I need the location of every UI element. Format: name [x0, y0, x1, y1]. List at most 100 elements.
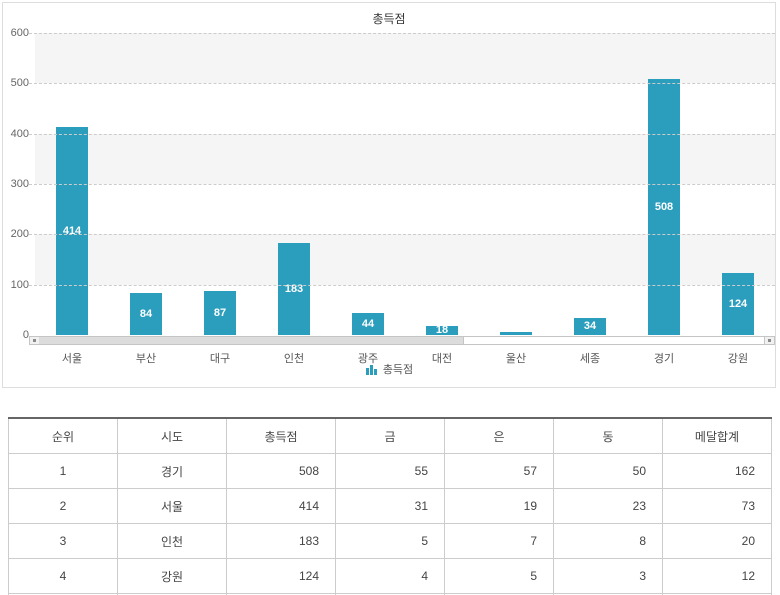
y-tick-label: 300: [10, 178, 29, 190]
scrollbar-thumb[interactable]: [39, 337, 464, 344]
scrollbar-right-arrow-icon: [768, 339, 771, 342]
gridline: [29, 33, 775, 34]
bar-slot: 44: [331, 33, 405, 335]
table-header-cell: 시도: [117, 417, 227, 454]
table-row: 2 서울 414 31 19 23 73: [8, 488, 772, 524]
chart-panel: 총득점 414 84 87 183 44 18 34 508 124 0 100 200 300 400…: [2, 2, 776, 388]
bar[interactable]: 414: [56, 126, 88, 335]
table-cell: 55: [335, 453, 445, 489]
table-cell: 4: [335, 558, 445, 594]
x-tick-label: 세종: [579, 353, 601, 365]
bar[interactable]: 84: [130, 292, 162, 335]
table-cell: 414: [226, 488, 336, 524]
table-header-cell: 금: [335, 417, 445, 454]
scrollbar-right-button[interactable]: [764, 337, 774, 344]
bar-value-label: 414: [62, 224, 82, 237]
bar-slot: 34: [553, 33, 627, 335]
bar-value-label: 124: [728, 297, 748, 310]
x-tick-label: 대구: [209, 353, 231, 365]
plot-band: [35, 33, 775, 84]
x-tick-label: 울산: [505, 353, 527, 365]
bar-slot: 508: [627, 33, 701, 335]
bar-slot: 18: [405, 33, 479, 336]
table-cell: 경기: [117, 453, 227, 489]
table-cell: 57: [444, 453, 554, 489]
table-cell: 5: [335, 523, 445, 559]
bar[interactable]: 44: [352, 312, 384, 335]
table-cell: 3: [553, 558, 663, 594]
table-cell: 인천: [117, 523, 227, 559]
table-cell: 강원: [117, 558, 227, 594]
bar[interactable]: 34: [574, 317, 606, 335]
chart-title: 총득점: [372, 12, 406, 26]
table-cell: 73: [662, 488, 772, 524]
legend-label: 총득점: [382, 364, 414, 376]
y-tick-label: 0: [22, 329, 29, 341]
x-tick-label: 부산: [135, 353, 157, 365]
bar[interactable]: 183: [278, 242, 310, 335]
table-cell: 31: [335, 488, 445, 524]
y-tick-label: 400: [10, 127, 29, 140]
table-row: 4 강원 124 4 5 3 12: [8, 558, 772, 594]
table-row: 1 경기 508 55 57 50 162: [8, 453, 772, 489]
medal-table: 순위 시도 총득점 금 은 동 메달합계 1 경기 508 55 57 50 162 2 서울 414 31 19…: [8, 417, 772, 595]
table-cell: 50: [553, 453, 663, 489]
bar-value-label: 87: [213, 307, 227, 320]
table-cell: 3: [8, 523, 118, 559]
bar[interactable]: 87: [204, 291, 236, 335]
x-tick-label: 광주: [357, 353, 379, 365]
bar-slot: 87: [183, 33, 257, 335]
table-header-cell: 총득점: [226, 417, 336, 454]
table-cell: 서울: [117, 488, 227, 524]
bar[interactable]: 18: [426, 324, 458, 336]
gridline: [29, 83, 775, 85]
medal-table-wrap: 순위 시도 총득점 금 은 동 메달합계 1 경기 508 55 57 50 162 2 서울 414 31 19…: [8, 417, 772, 595]
table-header-cell: 동: [553, 417, 663, 454]
table-cell: 5: [444, 558, 554, 594]
y-tick-label: 100: [10, 278, 29, 291]
table-cell: 20: [662, 523, 772, 559]
y-tick-label: 200: [10, 228, 29, 241]
table-cell: 4: [8, 558, 118, 594]
table-cell: 162: [662, 453, 772, 489]
bar-slot: 124: [701, 33, 775, 335]
x-tick-label: 경기: [653, 353, 675, 365]
gridline: [29, 184, 775, 185]
table-cell: 124: [226, 558, 336, 594]
x-tick-label: 인천: [283, 353, 305, 365]
bar-value-label: 84: [139, 307, 153, 320]
table-cell: 2: [8, 488, 118, 524]
table-header-cell: 은: [444, 417, 554, 454]
gridline: [29, 234, 775, 236]
bar[interactable]: 508: [648, 79, 680, 335]
gridline: [29, 284, 775, 286]
table-header-cell: 메달합계: [662, 417, 772, 454]
bar-value-label: 34: [583, 320, 597, 333]
bar[interactable]: [500, 331, 532, 335]
chart-h-scrollbar[interactable]: [29, 336, 775, 345]
table-cell: 23: [553, 488, 663, 524]
x-tick-label: 대전: [431, 353, 453, 365]
bar-value-label: 183: [284, 282, 304, 295]
table-row: 3 인천 183 5 7 8 20: [8, 523, 772, 559]
table-cell: 508: [226, 453, 336, 489]
y-tick-label: 500: [10, 77, 29, 90]
chart-legend[interactable]: 총득점: [3, 361, 775, 377]
x-axis: 서울 부산 대구 인천 광주 대전 울산 세종 경기 강원: [35, 350, 775, 366]
bar[interactable]: 124: [722, 272, 754, 335]
table-cell: 7: [444, 523, 554, 559]
scrollbar-left-arrow-icon: [33, 339, 36, 342]
bar-value-label: 508: [654, 201, 674, 214]
bar-series: 414 84 87 183 44 18 34 508 124: [35, 33, 775, 336]
bar-slot: 84: [109, 33, 183, 335]
plot-area: 414 84 87 183 44 18 34 508 124: [35, 33, 775, 336]
y-tick-label: 600: [10, 27, 29, 39]
table-cell: 12: [662, 558, 772, 594]
table-cell: [662, 593, 772, 595]
x-tick-label: 강원: [727, 353, 749, 365]
table-cell: 1: [8, 453, 118, 489]
table-cell: 183: [226, 523, 336, 559]
legend-bar-chart-icon: [365, 364, 377, 375]
bar-slot: 183: [257, 33, 331, 335]
table-header-cell: 순위: [8, 417, 118, 454]
